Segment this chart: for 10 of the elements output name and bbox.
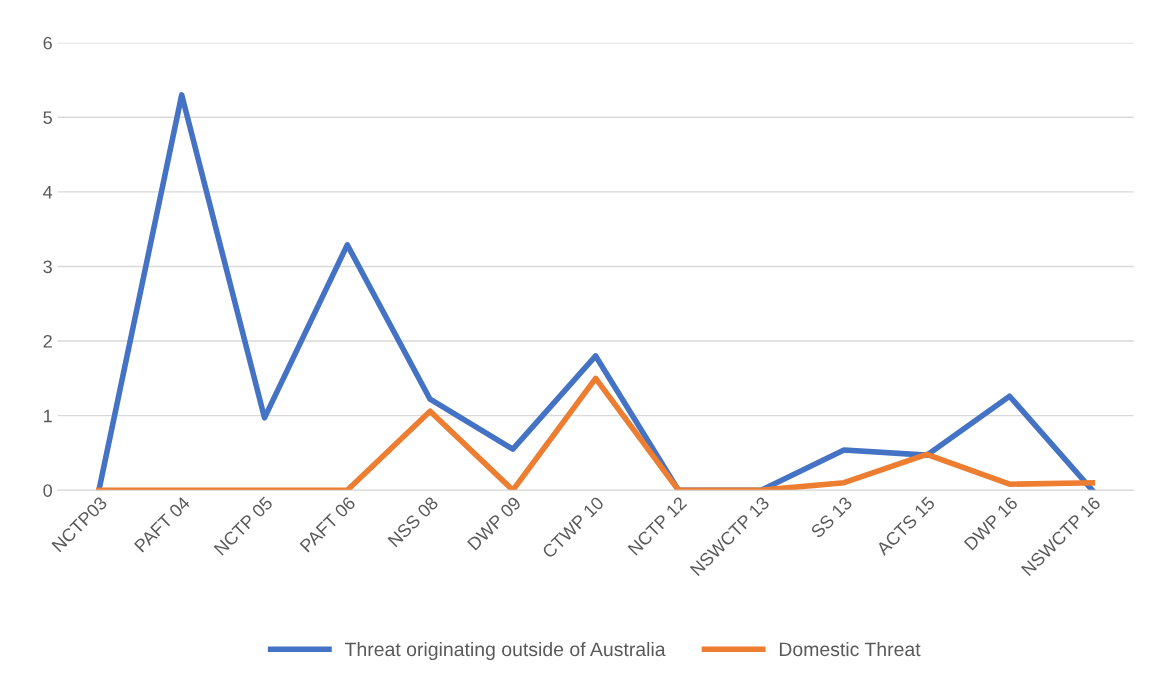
x-tick-label: SS 13	[810, 495, 853, 539]
y-tick-label: 4	[43, 185, 53, 199]
y-tick-label: 1	[44, 409, 52, 423]
y-tick-label: 3	[43, 260, 52, 274]
y-tick-label: 5	[43, 111, 52, 125]
y-tick-label: 2	[43, 334, 52, 348]
y-tick-label: 0	[43, 484, 52, 497]
y-tick-label: 6	[43, 36, 52, 50]
legend-label: Domestic Threat	[779, 641, 921, 657]
legend-label: Threat originating outside of Australia	[344, 641, 666, 661]
